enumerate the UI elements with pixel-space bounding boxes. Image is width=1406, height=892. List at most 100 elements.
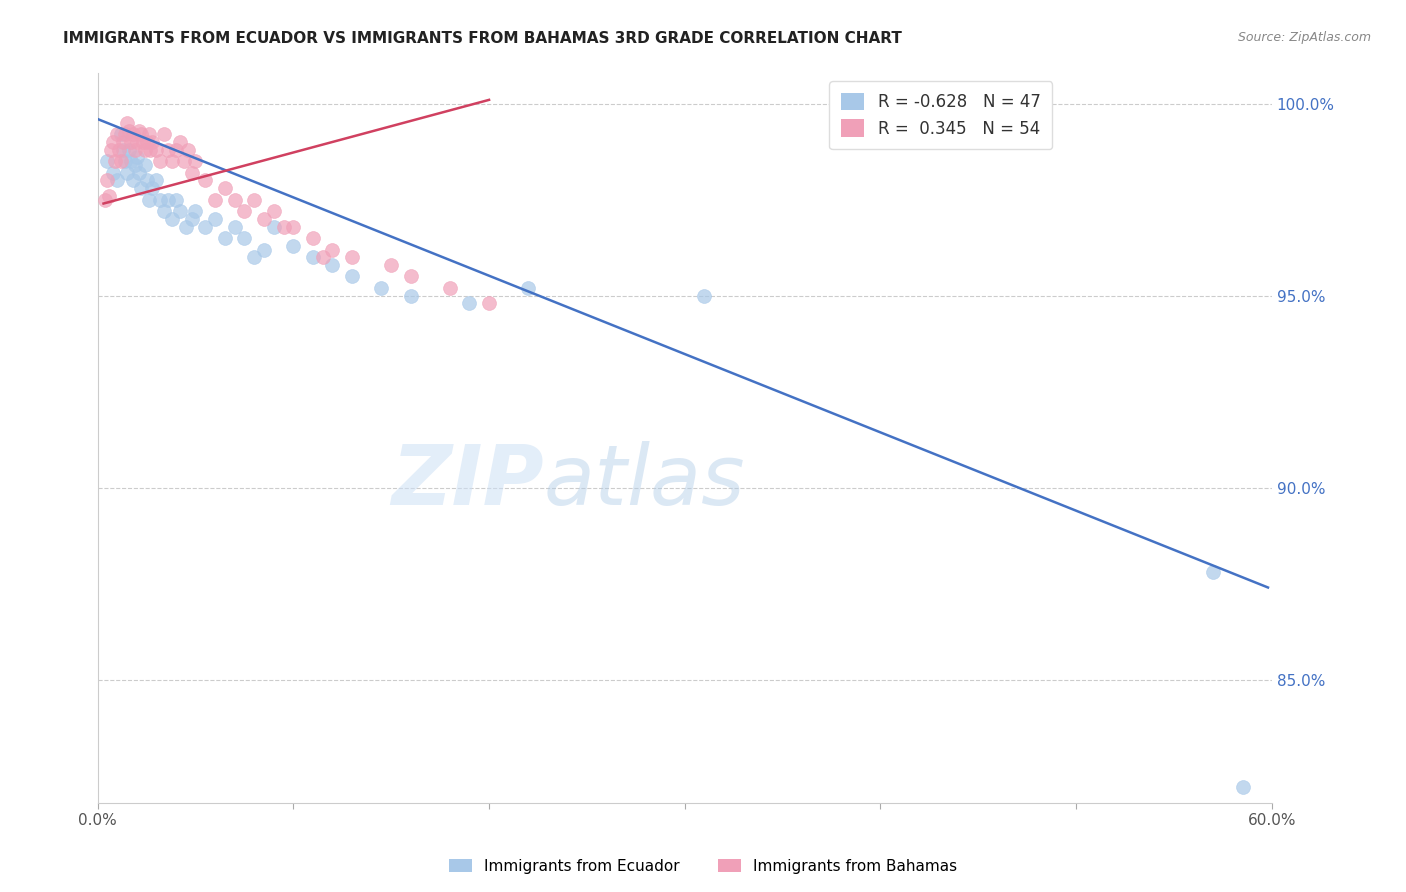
Point	[149, 193, 172, 207]
Point	[224, 219, 246, 234]
Point	[105, 128, 128, 142]
Point	[399, 288, 422, 302]
Point	[204, 193, 226, 207]
Point	[165, 193, 187, 207]
Point	[169, 204, 191, 219]
Point	[153, 204, 176, 219]
Text: atlas: atlas	[544, 441, 745, 522]
Point	[114, 154, 136, 169]
Point	[118, 143, 141, 157]
Point	[302, 250, 325, 264]
Point	[184, 154, 207, 169]
Point	[312, 250, 335, 264]
Point	[110, 128, 132, 142]
Point	[128, 123, 150, 137]
Point	[138, 128, 160, 142]
Point	[180, 166, 202, 180]
Point	[122, 128, 145, 142]
Point	[273, 219, 295, 234]
Point	[141, 181, 163, 195]
Point	[160, 211, 183, 226]
Point	[157, 143, 180, 157]
Point	[153, 128, 176, 142]
Point	[100, 143, 122, 157]
Point	[145, 173, 167, 187]
Text: ZIP: ZIP	[391, 441, 544, 522]
Point	[112, 143, 135, 157]
Point	[169, 135, 191, 149]
Point	[1202, 565, 1225, 579]
Point	[98, 189, 121, 203]
Point	[439, 281, 461, 295]
Point	[214, 181, 236, 195]
Point	[135, 135, 157, 149]
Point	[194, 173, 217, 187]
Point	[141, 135, 163, 149]
Point	[180, 211, 202, 226]
Text: Source: ZipAtlas.com: Source: ZipAtlas.com	[1237, 31, 1371, 45]
Point	[194, 219, 217, 234]
Point	[118, 123, 141, 137]
Point	[94, 193, 117, 207]
Point	[139, 143, 162, 157]
Point	[253, 211, 276, 226]
Point	[120, 154, 142, 169]
Point	[174, 219, 197, 234]
Point	[122, 173, 145, 187]
Point	[380, 258, 402, 272]
Point	[125, 135, 148, 149]
Legend: R = -0.628   N = 47, R =  0.345   N = 54: R = -0.628 N = 47, R = 0.345 N = 54	[830, 81, 1052, 149]
Point	[340, 269, 363, 284]
Point	[128, 166, 150, 180]
Point	[120, 135, 142, 149]
Point	[184, 204, 207, 219]
Point	[263, 204, 285, 219]
Point	[124, 143, 146, 157]
Point	[173, 154, 195, 169]
Point	[131, 135, 153, 149]
Point	[134, 158, 156, 172]
Point	[263, 219, 285, 234]
Point	[233, 204, 256, 219]
Point	[458, 296, 481, 310]
Point	[104, 154, 127, 169]
Text: IMMIGRANTS FROM ECUADOR VS IMMIGRANTS FROM BAHAMAS 3RD GRADE CORRELATION CHART: IMMIGRANTS FROM ECUADOR VS IMMIGRANTS FR…	[63, 31, 903, 46]
Point	[134, 143, 156, 157]
Point	[115, 166, 138, 180]
Point	[165, 143, 187, 157]
Point	[399, 269, 422, 284]
Point	[478, 296, 501, 310]
Point	[517, 281, 540, 295]
Point	[302, 231, 325, 245]
Point	[108, 143, 131, 157]
Point	[135, 173, 157, 187]
Point	[115, 116, 138, 130]
Point	[321, 258, 343, 272]
Point	[138, 193, 160, 207]
Point	[233, 231, 256, 245]
Point	[204, 211, 226, 226]
Point	[160, 154, 183, 169]
Legend: Immigrants from Ecuador, Immigrants from Bahamas: Immigrants from Ecuador, Immigrants from…	[443, 853, 963, 880]
Point	[149, 154, 172, 169]
Point	[1232, 780, 1254, 794]
Point	[157, 193, 180, 207]
Point	[96, 173, 118, 187]
Point	[321, 243, 343, 257]
Point	[112, 135, 135, 149]
Point	[103, 166, 125, 180]
Point	[693, 288, 716, 302]
Point	[129, 128, 152, 142]
Point	[129, 181, 152, 195]
Point	[224, 193, 246, 207]
Point	[110, 154, 132, 169]
Point	[103, 135, 125, 149]
Point	[145, 143, 167, 157]
Point	[125, 151, 148, 165]
Point	[96, 154, 118, 169]
Point	[176, 143, 198, 157]
Point	[124, 158, 146, 172]
Point	[105, 173, 128, 187]
Point	[283, 219, 305, 234]
Point	[370, 281, 392, 295]
